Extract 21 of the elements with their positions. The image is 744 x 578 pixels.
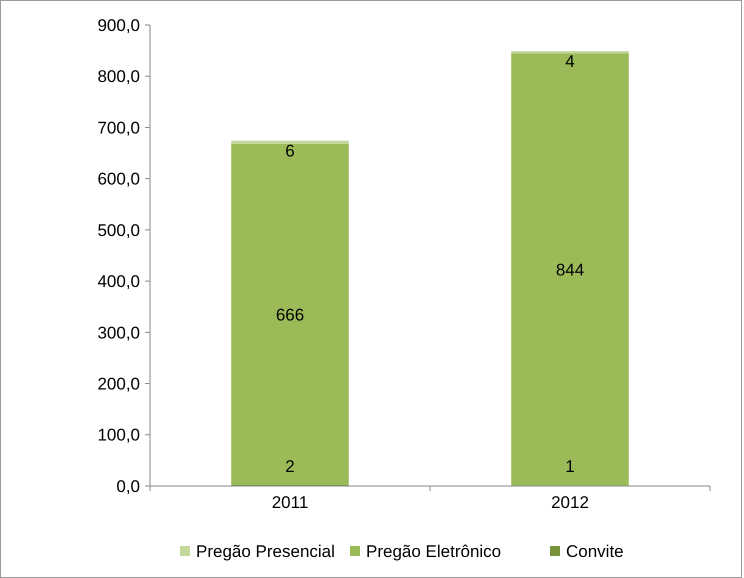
- data-label: 666: [276, 305, 304, 324]
- y-tick-label: 100,0: [97, 426, 140, 445]
- data-label: 4: [565, 52, 575, 72]
- legend-label: Pregão Presencial: [196, 542, 335, 561]
- x-tick-label: 2012: [551, 493, 589, 512]
- legend-label: Convite: [566, 542, 624, 561]
- data-label: 844: [556, 260, 584, 280]
- data-label: 6: [285, 142, 295, 161]
- legend-label: Pregão Eletrônico: [366, 542, 502, 561]
- y-tick-label: 700,0: [97, 118, 140, 138]
- y-tick-label: 500,0: [97, 220, 140, 240]
- y-tick-label: 900,0: [97, 16, 140, 35]
- y-tick-label: 800,0: [97, 67, 140, 86]
- y-tick-label: 300,0: [97, 323, 140, 342]
- data-label: 2: [285, 456, 295, 476]
- data-label: 1: [565, 456, 575, 476]
- y-tick-label: 400,0: [97, 272, 140, 292]
- y-tick-label: 200,0: [97, 374, 140, 394]
- y-tick-label: 0,0: [116, 476, 140, 496]
- x-tick-label: 2011: [272, 493, 308, 512]
- y-tick-label: 600,0: [97, 170, 140, 189]
